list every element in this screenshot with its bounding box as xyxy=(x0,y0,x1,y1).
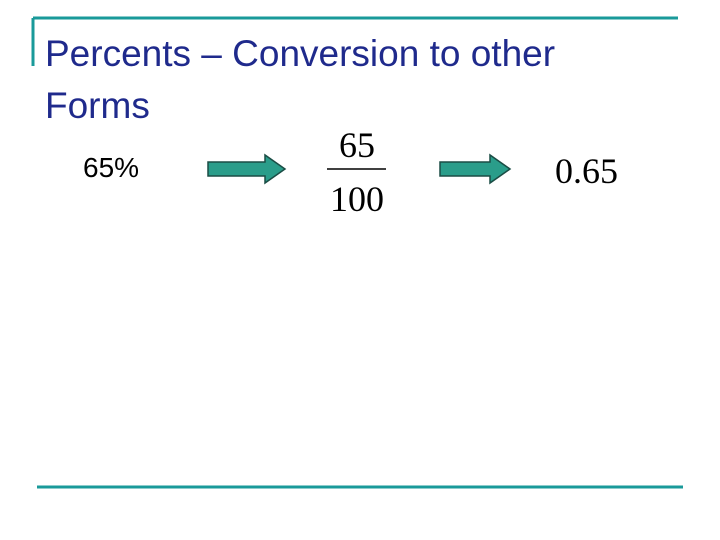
slide-title: Percents – Conversion to other Forms xyxy=(45,33,556,126)
decimal: 0.65 xyxy=(555,151,618,191)
percent: 65% xyxy=(83,152,140,183)
numerator: 65 xyxy=(339,125,375,165)
denominator: 100 xyxy=(330,179,384,219)
arrow xyxy=(207,153,287,185)
arrow xyxy=(439,153,512,185)
